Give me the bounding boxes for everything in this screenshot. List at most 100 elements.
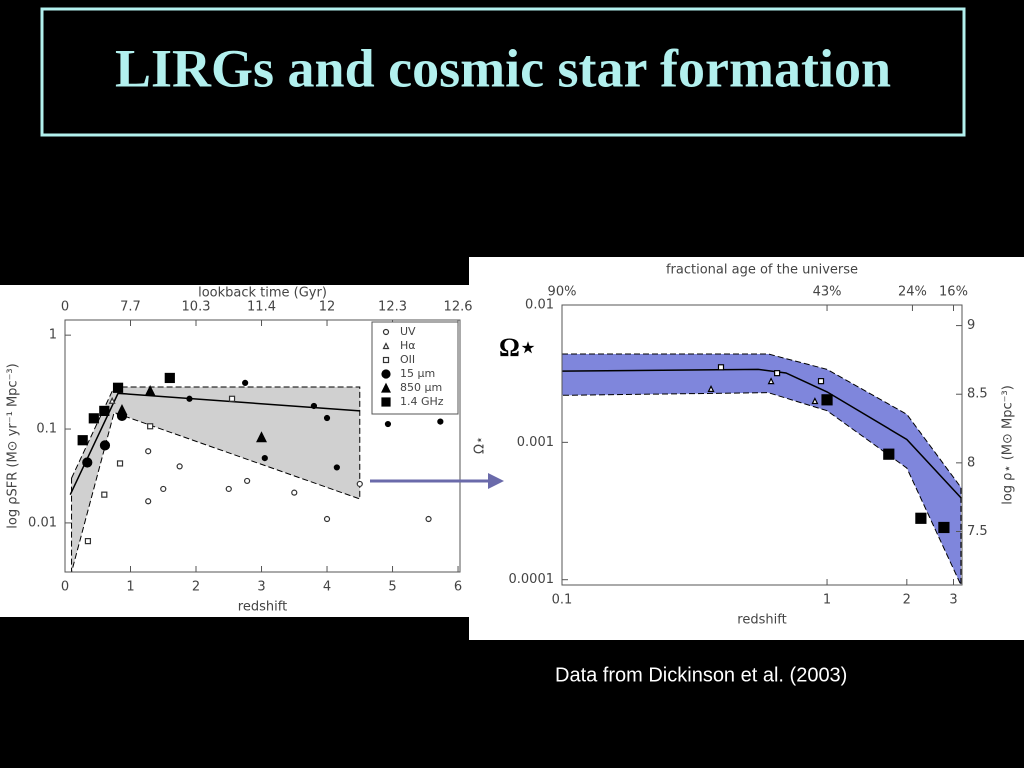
y-tick-label: 0.01 [28,515,57,530]
legend-label: 850 μm [400,381,442,394]
legend-marker [381,397,391,407]
data-point [821,394,833,406]
x2-tick-label: 90% [548,285,577,300]
y-tick-label: 0.1 [36,422,57,437]
data-point [356,480,363,488]
legend-marker [382,356,390,364]
y-tick-label: 0.01 [525,298,554,313]
data-point [915,512,927,524]
data-point [883,448,895,460]
x-axis-label: redshift [238,600,287,615]
x-tick-label: 0.1 [552,593,573,608]
legend-marker [381,382,391,393]
data-point [817,378,825,385]
data-point [811,397,819,405]
data-point [310,402,318,410]
x2-tick-label: 12.3 [378,300,407,315]
x2-tick-label: 10.3 [182,300,211,315]
data-point [707,385,715,392]
plots: 0 1 2 3 4 5 60 7.7 10.3 11.4 12 12.3 12.610.10.01red… [6,263,1016,628]
model-line [562,368,962,499]
arrow-head [488,473,504,489]
data-point [384,420,392,428]
legend-label: UV [400,325,416,338]
legend-marker [382,328,390,336]
legend-label: 1.4 GHz [400,395,444,408]
legend-label: Hα [400,339,416,352]
x2-tick-label: 16% [939,285,968,300]
x2-tick-label: 12 [319,300,336,315]
data-point [425,515,432,523]
legend-marker [381,369,391,379]
data-point [116,460,124,467]
data-point [144,385,156,396]
y2-tick-label: 8.5 [967,387,988,402]
x-axis-label: redshift [737,613,786,628]
x-tick-label: 2 [903,593,911,608]
data-point [225,485,232,493]
y-tick-label: 0.0001 [509,572,555,587]
data-point [116,404,128,415]
data-point [88,413,99,424]
x-tick-label: 1 [823,593,831,608]
data-point [717,364,725,371]
data-point [767,377,775,385]
x-tick-label: 3 [257,580,265,595]
x2-tick-label: 43% [813,285,842,300]
data-point [437,418,444,425]
x-tick-label: 0 [61,580,69,595]
axes-frame [64,319,461,573]
slide-title: LIRGs and cosmic star formation [115,38,891,98]
y-tick-label: 1 [49,328,57,343]
annotation: Ω⋆ [499,333,536,362]
data-point [261,455,268,462]
data-point [938,521,950,534]
data-point [84,538,92,545]
x2-axis-label: lookback time (Gyr) [198,286,327,301]
legend-label: 15 μm [400,367,435,380]
y2-tick-label: 7.5 [967,524,988,539]
data-point [242,379,249,387]
data-point [244,477,251,485]
data-point [228,395,236,402]
y2-axis-label: log ρ⋆ (M⊙ Mpc⁻³) [1001,385,1016,505]
x2-tick-label: 24% [898,285,927,300]
data-point [176,463,183,470]
data-point [108,396,116,404]
x-tick-label: 4 [323,580,331,595]
x2-tick-label: 12.6 [444,300,473,315]
data-point [77,435,88,446]
x-tick-label: 6 [454,580,462,595]
data-point [112,382,124,393]
data-point [333,464,340,471]
data-point [323,414,331,422]
data-point [186,395,193,402]
data-point [774,370,781,377]
x-tick-label: 5 [388,580,396,595]
plot-area [562,353,962,585]
x-tick-label: 2 [192,580,200,595]
data-point [99,440,111,451]
data-point [256,431,267,443]
y2-tick-label: 9 [967,318,975,333]
x2-axis-label: fractional age of the universe [666,263,858,278]
x-tick-label: 3 [949,593,957,608]
title-box [40,7,966,137]
data-point [164,372,175,384]
x2-tick-label: 7.7 [120,300,141,315]
data-point [323,515,331,523]
data-point [160,485,167,493]
y2-tick-label: 8 [967,455,975,470]
y-axis-label: Ω⋆ [473,436,488,454]
plot-area [69,372,444,572]
x2-tick-label: 0 [61,300,69,315]
x-tick-label: 1 [126,580,134,595]
data-point [145,498,152,505]
x2-tick-label: 11.4 [247,300,276,315]
axes-frame [561,304,963,586]
data-point [82,457,93,468]
data-point [291,489,298,496]
caption: Data from Dickinson et al. (2003) [555,664,847,686]
data-point [99,405,110,416]
